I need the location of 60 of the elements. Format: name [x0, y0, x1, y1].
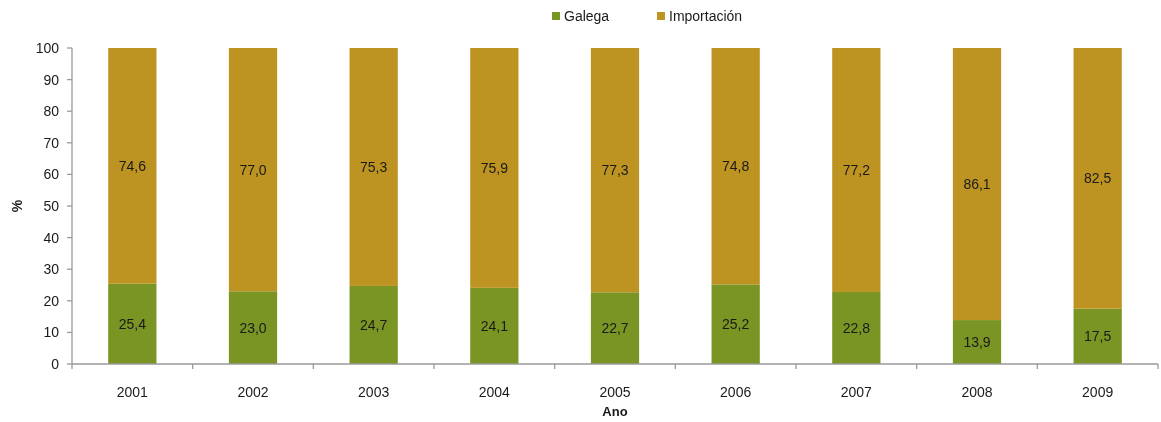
data-label: 24,7 [360, 316, 388, 333]
data-label: 86,1 [963, 176, 991, 193]
y-tick-label: 0 [51, 356, 60, 372]
y-tick-label: 100 [35, 40, 60, 56]
legend-label: Importación [669, 8, 743, 24]
y-tick-label: 40 [43, 229, 60, 246]
bar [228, 291, 278, 364]
bar [711, 48, 760, 285]
x-tick-label: 2009 [1082, 384, 1114, 400]
y-tick-label: 30 [43, 261, 60, 278]
data-label: 13,9 [963, 334, 991, 351]
data-label: 24,1 [480, 317, 509, 334]
bar [711, 284, 760, 364]
bar [108, 283, 157, 364]
data-label: 77,2 [842, 161, 871, 178]
bar [1073, 48, 1122, 309]
x-tick-label: 2007 [840, 384, 873, 400]
bar [349, 285, 398, 364]
data-label: 22,7 [601, 320, 629, 337]
data-label: 75,9 [480, 159, 509, 176]
data-label: 74,8 [722, 158, 750, 175]
data-label: 25,2 [722, 316, 750, 333]
bar [470, 48, 519, 288]
bar [952, 48, 1002, 321]
data-label: 23,0 [239, 319, 267, 336]
data-label: 75,3 [360, 158, 388, 175]
x-tick-label: 2004 [478, 384, 511, 400]
y-tick-label: 90 [43, 71, 60, 88]
bar [590, 48, 640, 293]
bar [952, 320, 1002, 364]
data-label: 17,5 [1084, 328, 1112, 345]
data-label: 77,3 [601, 162, 629, 179]
bar [228, 48, 278, 292]
bar [108, 48, 157, 284]
data-label: 25,4 [118, 315, 147, 332]
x-tick-label: 2001 [116, 384, 149, 400]
data-label: 22,8 [842, 319, 871, 336]
y-tick-label: 10 [43, 324, 60, 341]
bar [1073, 308, 1122, 364]
bar [832, 48, 881, 292]
legend-label: Galega [564, 8, 610, 24]
bar [470, 287, 519, 364]
x-tick-label: 2005 [599, 384, 631, 400]
bar [832, 291, 881, 364]
y-tick-label: 60 [43, 166, 60, 183]
x-axis-title: Ano [602, 403, 628, 419]
y-tick-label: 50 [43, 198, 60, 214]
bar [349, 48, 398, 286]
data-label: 74,6 [118, 157, 147, 174]
x-tick-label: 2003 [358, 384, 390, 400]
data-label: 82,5 [1084, 170, 1112, 187]
y-axis-title: % [9, 199, 25, 213]
x-tick-label: 2002 [237, 384, 269, 400]
y-tick-label: 70 [43, 134, 60, 151]
x-tick-label: 2006 [720, 384, 752, 400]
x-tick-label: 2008 [961, 384, 993, 400]
data-label: 77,0 [239, 161, 267, 178]
y-tick-label: 20 [43, 292, 60, 309]
bar [590, 292, 640, 364]
y-tick-label: 80 [43, 103, 60, 120]
